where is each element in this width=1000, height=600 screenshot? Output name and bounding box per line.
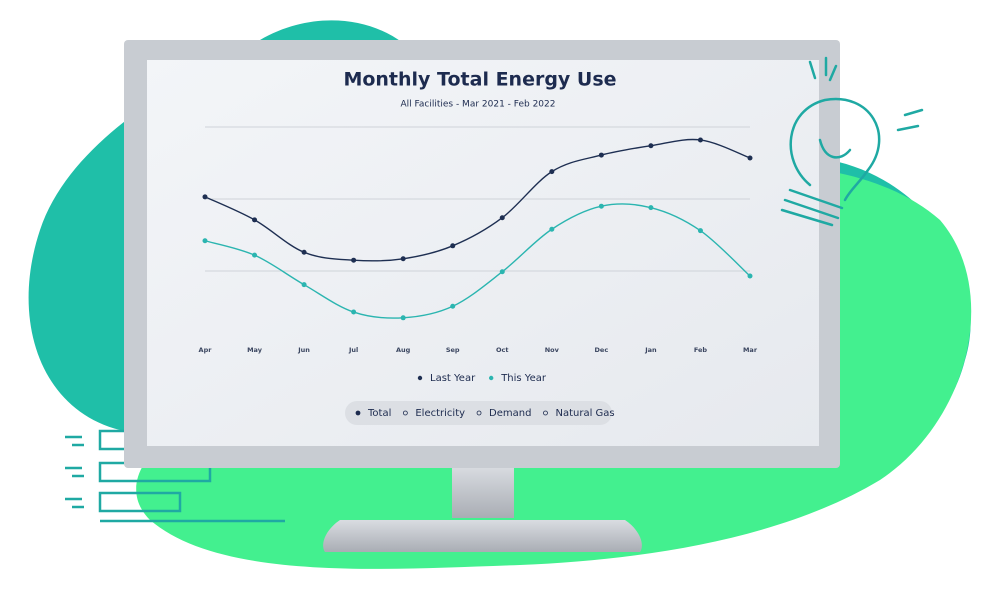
point [598, 203, 604, 209]
x-tick-label: Jan [644, 346, 657, 354]
legend-marker [488, 375, 494, 381]
x-tick-label: Nov [545, 346, 560, 354]
point [252, 252, 258, 258]
x-tick-label: Mar [743, 346, 758, 354]
point [598, 152, 604, 158]
filter-option[interactable]: Total [367, 408, 391, 419]
legend-label: This Year [500, 373, 547, 384]
chart-title: Monthly Total Energy Use [343, 69, 616, 91]
point [301, 249, 307, 255]
point [648, 143, 654, 149]
filter-pill[interactable] [345, 401, 612, 425]
x-tick-label: Jul [348, 346, 358, 354]
line [204, 138, 751, 262]
point [747, 155, 753, 161]
x-tick-label: May [247, 346, 263, 354]
x-tick-label: Sep [446, 346, 460, 354]
filter-marker[interactable] [543, 410, 548, 416]
point [351, 309, 357, 315]
chart-subtitle: All Facilities - Mar 2021 - Feb 2022 [401, 100, 556, 110]
filter-marker[interactable] [402, 410, 408, 416]
x-tick-label: Aug [396, 346, 411, 354]
point [351, 257, 357, 263]
point [450, 303, 456, 309]
point [648, 205, 654, 211]
x-tick-label: Feb [694, 346, 708, 354]
point [252, 217, 258, 223]
filter-option[interactable]: Electricity [415, 408, 465, 419]
x-tick-label: Dec [595, 346, 609, 354]
point [400, 315, 406, 321]
point [549, 169, 555, 175]
point [202, 194, 208, 200]
filter-option[interactable]: Natural Gas [555, 408, 614, 419]
point [202, 238, 208, 244]
point [301, 282, 307, 288]
monitor [124, 40, 840, 552]
point [747, 273, 753, 279]
point [499, 215, 505, 221]
point [697, 137, 703, 143]
point [450, 243, 456, 249]
x-tick-label: Jun [297, 346, 310, 354]
point [499, 269, 505, 275]
x-tick-label: Apr [199, 346, 213, 354]
lightbulb-doodle [780, 56, 924, 227]
filter-marker[interactable] [476, 410, 482, 416]
filter-marker[interactable] [355, 410, 361, 416]
filter-option[interactable]: Demand [489, 408, 531, 419]
point [549, 226, 555, 232]
point [400, 256, 406, 262]
legend-marker [417, 375, 423, 381]
legend-label: Last Year [430, 373, 476, 384]
x-tick-label: Oct [496, 346, 509, 354]
point [697, 228, 703, 234]
